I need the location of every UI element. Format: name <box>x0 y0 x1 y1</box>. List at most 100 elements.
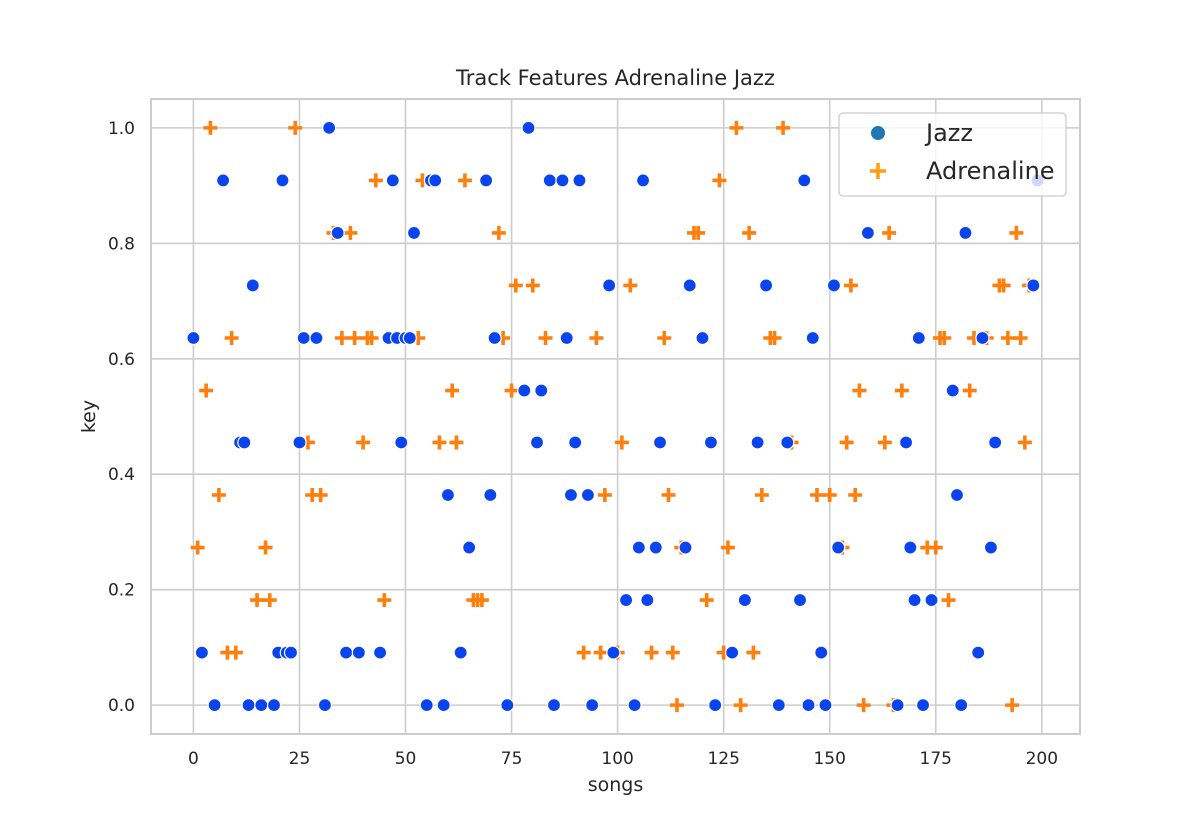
jazz-point <box>517 383 532 398</box>
jazz-point <box>619 592 634 608</box>
jazz-point <box>479 173 494 188</box>
x-tick-label: 175 <box>920 749 952 769</box>
jazz-point <box>292 435 307 450</box>
adrenaline-point <box>644 645 659 660</box>
adrenaline-point <box>852 383 867 398</box>
jazz-point <box>322 120 337 135</box>
jazz-point <box>814 645 829 660</box>
adrenaline-point <box>228 645 243 660</box>
adrenaline-point <box>848 488 863 503</box>
y-tick-label: 0.6 <box>108 350 135 370</box>
adrenaline-point <box>368 173 383 188</box>
jazz-point <box>309 330 324 346</box>
jazz-point <box>945 383 960 398</box>
jazz-point <box>949 487 965 503</box>
jazz-point <box>971 645 986 660</box>
jazz-point <box>737 592 752 608</box>
legend-box <box>838 112 1067 197</box>
adrenaline-point <box>712 173 727 188</box>
jazz-point <box>708 698 723 713</box>
jazz-point <box>296 330 311 346</box>
adrenaline-point <box>623 278 638 293</box>
adrenaline-point <box>894 383 909 398</box>
jazz-point <box>758 278 774 293</box>
data-points <box>186 120 1045 713</box>
adrenaline-point <box>729 120 744 135</box>
adrenaline-point <box>767 330 782 345</box>
adrenaline-point <box>576 645 591 660</box>
adrenaline-point <box>1009 225 1024 240</box>
jazz-point <box>245 278 260 293</box>
jazz-point <box>546 698 562 713</box>
jazz-point <box>805 330 820 346</box>
y-tick-label: 1.0 <box>108 119 135 139</box>
adrenaline-point <box>856 698 871 713</box>
legend-jazz-label: Jazz <box>924 119 973 147</box>
adrenaline-point <box>670 698 685 713</box>
y-tick-label: 0.4 <box>108 465 135 485</box>
adrenaline-point <box>733 698 748 713</box>
jazz-point <box>797 173 812 188</box>
adrenaline-point <box>742 225 757 240</box>
adrenaline-point <box>657 330 672 345</box>
jazz-point <box>194 645 210 660</box>
adrenaline-point <box>364 330 379 345</box>
jazz-point <box>682 278 697 293</box>
adrenaline-point <box>491 225 506 240</box>
adrenaline-point <box>262 593 277 608</box>
jazz-point <box>635 173 651 188</box>
jazz-point <box>750 435 765 450</box>
jazz-point <box>186 330 201 346</box>
adrenaline-point <box>1017 435 1032 450</box>
adrenaline-point <box>754 488 769 503</box>
jazz-point <box>958 225 973 241</box>
jazz-point <box>831 540 846 555</box>
jazz-point <box>640 592 655 608</box>
x-tick-label: 200 <box>1026 749 1058 769</box>
adrenaline-point <box>1005 698 1020 713</box>
adrenaline-point <box>962 383 977 398</box>
adrenaline-point <box>839 435 854 450</box>
adrenaline-point <box>288 120 303 135</box>
adrenaline-point <box>538 330 553 345</box>
jazz-point <box>419 698 434 713</box>
adrenaline-point <box>449 435 464 450</box>
jazz-point <box>988 435 1003 450</box>
adrenaline-point <box>203 120 218 135</box>
jazz-point <box>559 330 574 346</box>
adrenaline-point <box>589 330 604 345</box>
jazz-point <box>436 698 451 713</box>
grid-lines <box>151 99 1080 734</box>
adrenaline-point <box>432 435 447 450</box>
jazz-point <box>216 173 231 188</box>
adrenaline-point <box>224 330 239 345</box>
adrenaline-point <box>746 645 761 660</box>
plot-frame <box>150 98 1081 735</box>
adrenaline-point <box>937 330 952 345</box>
jazz-point <box>898 435 914 450</box>
jazz-point <box>585 698 600 713</box>
jazz-point <box>317 698 333 713</box>
x-tick-label: 100 <box>601 749 633 769</box>
adrenaline-point <box>1013 330 1028 345</box>
jazz-point <box>555 173 570 188</box>
adrenaline-point <box>313 488 328 503</box>
x-tick-label: 75 <box>501 749 523 769</box>
jazz-point <box>372 645 388 660</box>
jazz-point <box>529 435 545 450</box>
adrenaline-point <box>334 330 349 345</box>
adrenaline-point <box>199 383 214 398</box>
jazz-point <box>568 435 583 450</box>
x-tick-label: 150 <box>813 749 845 769</box>
legend-adrenaline-marker <box>870 163 886 179</box>
y-tick-label: 0.0 <box>108 696 135 716</box>
jazz-point <box>462 540 477 555</box>
jazz-point <box>394 435 409 450</box>
jazz-point <box>207 698 222 713</box>
adrenaline-point <box>928 540 943 555</box>
jazz-point <box>402 330 417 346</box>
jazz-point <box>652 435 668 450</box>
jazz-point <box>818 698 833 713</box>
legend-adrenaline-label: Adrenaline <box>926 157 1055 185</box>
